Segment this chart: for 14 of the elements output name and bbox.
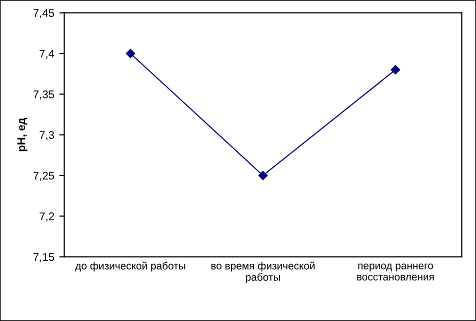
y-tick-label: 7,45	[33, 9, 54, 18]
y-tick-label: 7,15	[33, 253, 54, 262]
y-tick-label: 7,3	[40, 131, 54, 140]
y-tick-label: 7,2	[40, 212, 54, 222]
x-tick-label: период раннего восстановления	[357, 264, 434, 281]
point	[390, 65, 400, 74]
point	[258, 170, 268, 180]
x-tick-label: до физической работы	[75, 262, 186, 272]
y-tick-label: 7,4	[40, 50, 54, 59]
y-axis-title: pH, ед	[17, 118, 28, 152]
y-tick-label: 7,35	[33, 90, 54, 100]
x-tick-label: во время физической работы	[211, 262, 315, 283]
point	[126, 48, 136, 58]
y-tick-label: 7,25	[33, 172, 54, 181]
